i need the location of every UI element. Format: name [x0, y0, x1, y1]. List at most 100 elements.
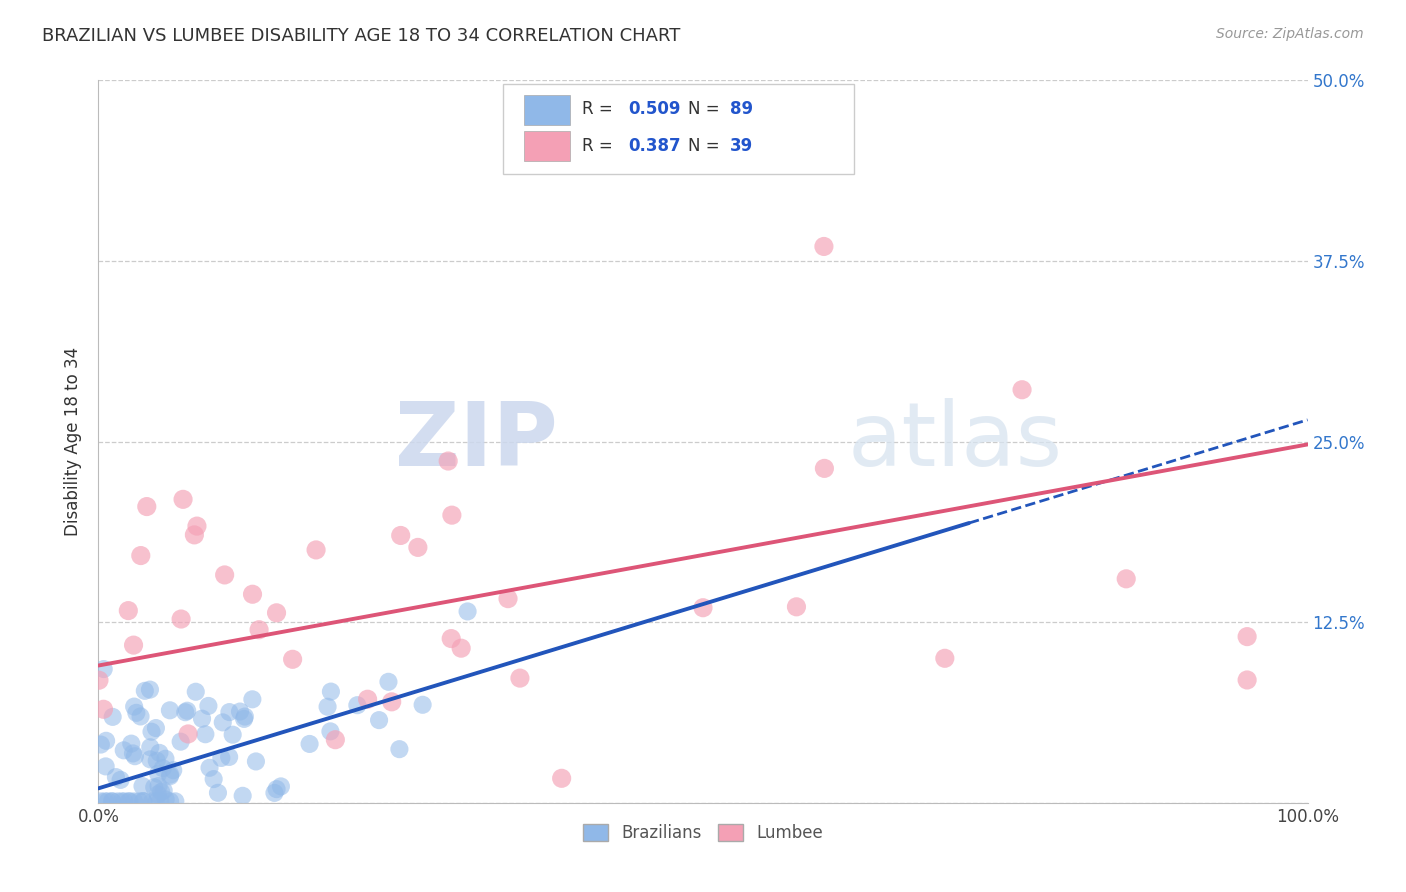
Point [131, 779, 153, 793]
Point [122, 747, 145, 761]
Point [218, 750, 240, 764]
Point [388, 742, 411, 756]
Point [209, 751, 232, 765]
Point [245, 755, 267, 769]
Point [233, 709, 256, 723]
Point [145, 721, 167, 735]
Point [197, 698, 219, 713]
Point [112, 743, 135, 757]
Point [101, 794, 124, 808]
Point [120, 737, 142, 751]
Point [298, 737, 321, 751]
Point [198, 761, 221, 775]
Point [440, 508, 463, 523]
Point [319, 684, 342, 698]
Point [122, 638, 145, 652]
Point [377, 674, 399, 689]
Point [149, 794, 172, 808]
Point [141, 794, 163, 808]
Point [152, 783, 174, 797]
Point [1011, 383, 1033, 397]
Point [118, 794, 141, 808]
Point [346, 698, 368, 713]
Point [325, 732, 347, 747]
Y-axis label: Disability Age 18 to 34: Disability Age 18 to 34 [65, 347, 83, 536]
Point [368, 713, 391, 727]
Point [214, 568, 236, 582]
Point [211, 715, 233, 730]
Point [356, 692, 378, 706]
Text: 39: 39 [730, 137, 752, 155]
Point [148, 746, 170, 760]
Point [186, 519, 208, 533]
Point [93, 702, 115, 716]
Point [143, 780, 166, 795]
Point [93, 662, 115, 676]
Point [316, 699, 339, 714]
Text: 89: 89 [730, 100, 752, 118]
Point [813, 461, 835, 475]
Point [183, 528, 205, 542]
Point [94, 733, 117, 747]
Point [139, 752, 162, 766]
Text: Source: ZipAtlas.com: Source: ZipAtlas.com [1216, 27, 1364, 41]
Legend: Brazilians, Lumbee: Brazilians, Lumbee [576, 817, 830, 848]
Point [437, 454, 460, 468]
FancyBboxPatch shape [503, 84, 855, 174]
FancyBboxPatch shape [524, 131, 569, 161]
Point [1115, 572, 1137, 586]
Text: R =: R = [582, 100, 619, 118]
Point [141, 724, 163, 739]
Point [389, 528, 412, 542]
Point [90, 738, 112, 752]
Point [202, 772, 225, 786]
Point [132, 794, 155, 808]
Point [150, 785, 173, 799]
Point [170, 612, 193, 626]
Point [117, 604, 139, 618]
Point [381, 695, 404, 709]
Point [101, 794, 124, 808]
Point [281, 652, 304, 666]
Point [145, 794, 167, 808]
Point [112, 794, 135, 808]
Point [155, 752, 177, 766]
Point [94, 794, 117, 808]
Point [159, 703, 181, 717]
Text: 0.387: 0.387 [628, 137, 681, 155]
Point [118, 794, 141, 808]
Point [122, 699, 145, 714]
Point [240, 692, 263, 706]
Point [97, 794, 120, 808]
Point [813, 239, 835, 253]
Point [104, 770, 127, 784]
Point [129, 709, 152, 723]
Point [145, 754, 167, 768]
Text: N =: N = [689, 137, 725, 155]
Point [129, 549, 152, 563]
Point [132, 794, 155, 808]
Point [176, 704, 198, 718]
Point [177, 727, 200, 741]
FancyBboxPatch shape [524, 95, 569, 125]
Text: ZIP: ZIP [395, 398, 558, 485]
Point [172, 492, 194, 507]
Point [111, 794, 134, 808]
Point [218, 705, 240, 719]
Point [232, 789, 254, 803]
Point [162, 763, 184, 777]
Point [595, 117, 617, 131]
Point [155, 792, 177, 806]
Point [159, 794, 181, 808]
Point [174, 705, 197, 719]
Point [509, 671, 531, 685]
Point [124, 749, 146, 764]
Point [440, 632, 463, 646]
Point [122, 794, 145, 808]
Point [934, 651, 956, 665]
Point [319, 724, 342, 739]
Point [194, 727, 217, 741]
Point [101, 710, 124, 724]
Point [496, 591, 519, 606]
Point [229, 705, 252, 719]
